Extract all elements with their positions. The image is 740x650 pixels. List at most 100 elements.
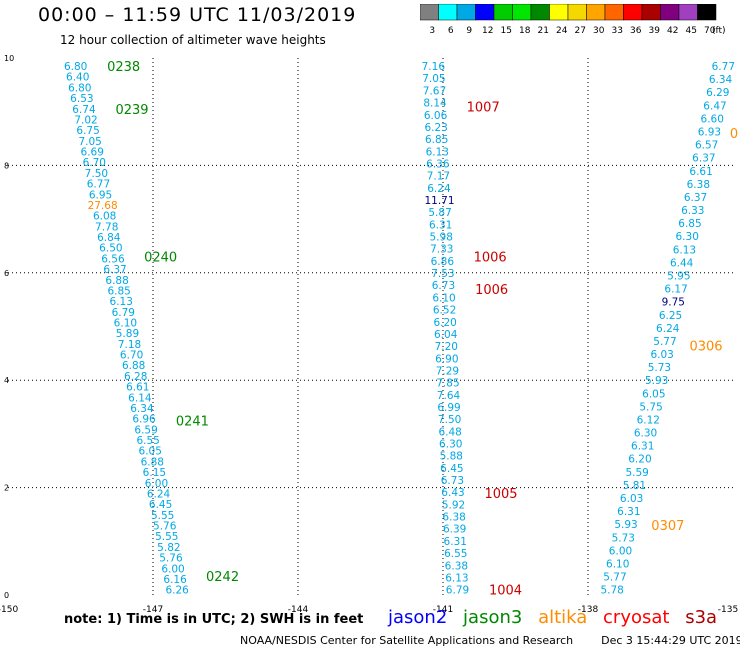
- swh-value-label: 6.31: [444, 536, 467, 548]
- colorbar-label: 45: [686, 26, 697, 36]
- swh-value-label: 6.05: [642, 388, 665, 400]
- colorbar-label: 15: [501, 26, 512, 36]
- time-label: 1006: [474, 251, 507, 266]
- swh-value-label: 5.55: [151, 510, 174, 522]
- colorbar-swatch: [697, 4, 717, 21]
- colorbar-label: 9: [466, 26, 472, 36]
- swh-value-label: 6.38: [442, 512, 465, 524]
- swh-value-label: 6.20: [433, 317, 456, 329]
- swh-value-label: 6.36: [426, 158, 450, 170]
- swh-value-label: 6.70: [83, 157, 106, 169]
- swh-value-label: 6.77: [712, 61, 735, 73]
- swh-value-label: 5.82: [157, 542, 180, 554]
- swh-value-label: 7.29: [436, 365, 459, 377]
- x-tick-label: -150: [0, 605, 18, 615]
- swh-value-label: 5.81: [623, 480, 646, 492]
- swh-value-label: 6.12: [637, 414, 660, 426]
- swh-value-label: 7.50: [85, 168, 108, 180]
- swh-value-label: 7.17: [427, 171, 450, 183]
- swh-value-label: 6.29: [706, 87, 729, 99]
- swh-value-label: 11.71: [424, 195, 454, 207]
- swh-value-label: 7.33: [430, 244, 453, 256]
- swh-value-label: 5.55: [155, 531, 178, 543]
- swh-value-label: 7.20: [435, 341, 458, 353]
- swh-value-label: 6.79: [446, 585, 469, 597]
- swh-value-label: 7.67: [423, 85, 446, 97]
- colorbar-label: 39: [649, 26, 661, 36]
- legend-jason3: jason3: [463, 607, 523, 628]
- swh-value-label: 6.80: [64, 61, 87, 73]
- swh-value-label: 6.99: [437, 402, 460, 414]
- swh-value-label: 6.44: [670, 257, 694, 269]
- swh-value-label: 5.75: [639, 401, 662, 413]
- swh-value-label: 6.23: [424, 122, 447, 134]
- swh-value-label: 6.57: [695, 140, 718, 152]
- y-tick-label: 2: [4, 484, 9, 493]
- swh-value-label: 6.13: [426, 146, 449, 158]
- swh-value-label: 6.61: [126, 382, 149, 394]
- swh-value-label: 6.88: [141, 456, 164, 468]
- time-label: 1004: [489, 584, 522, 599]
- swh-value-label: 6.05: [139, 446, 162, 458]
- swh-value-label: 6.30: [439, 439, 462, 451]
- swh-value-label: 6.31: [631, 441, 654, 453]
- swh-value-label: 6.56: [101, 253, 125, 265]
- swh-value-label: 7.16: [422, 61, 446, 73]
- swh-value-label: 6.15: [143, 467, 166, 479]
- time-label: 1007: [467, 100, 500, 115]
- swh-value-label: 6.31: [429, 219, 452, 231]
- swh-value-label: 6.77: [87, 179, 110, 191]
- colorbar-label: 18: [519, 26, 531, 36]
- swh-value-label: 5.95: [667, 270, 690, 282]
- swh-value-label: 5.93: [645, 375, 668, 387]
- page-subtitle: 12 hour collection of altimeter wave hei…: [60, 33, 326, 47]
- swh-value-label: 6.13: [110, 296, 133, 308]
- swh-value-label: 6.03: [650, 349, 673, 361]
- x-tick-label: -135: [718, 605, 738, 615]
- swh-value-label: 5.78: [600, 585, 623, 597]
- y-tick-label: 10: [4, 54, 14, 63]
- swh-value-label: 6.74: [72, 104, 96, 116]
- time-label: 0307: [651, 519, 684, 534]
- footer-agency: NOAA/NESDIS Center for Satellite Applica…: [240, 634, 574, 647]
- colorbar-label: 6: [448, 26, 454, 36]
- time-label: 0: [730, 127, 738, 142]
- swh-value-label: 6.30: [634, 428, 657, 440]
- swh-value-label: 6.45: [149, 499, 172, 511]
- swh-value-label: 6.84: [97, 232, 121, 244]
- swh-value-label: 5.59: [625, 467, 648, 479]
- swh-value-label: 6.37: [684, 192, 707, 204]
- time-label: 0242: [206, 570, 239, 585]
- colorbar-label: 27: [575, 26, 586, 36]
- swh-value-label: 6.34: [709, 74, 733, 86]
- swh-value-label: 6.96: [132, 414, 156, 426]
- y-tick-label: 8: [4, 161, 9, 170]
- y-tick-label: 6: [4, 269, 9, 278]
- swh-value-label: 6.40: [66, 72, 89, 84]
- swh-value-label: 6.69: [81, 147, 104, 159]
- swh-value-label: 5.87: [428, 207, 451, 219]
- swh-value-label: 6.06: [424, 110, 448, 122]
- swh-value-label: 6.20: [628, 454, 651, 466]
- swh-value-label: 6.85: [107, 285, 130, 297]
- swh-value-label: 6.48: [438, 426, 461, 438]
- x-tick-label: -141: [433, 605, 453, 615]
- swh-value-label: 6.55: [136, 435, 159, 447]
- colorbar-legend: 3 6 9 12 15 18 21 24 27 30 33 36 39 42 45 70(ft): [420, 4, 726, 36]
- swh-value-label: 6.14: [128, 392, 152, 404]
- time-label: 0238: [107, 60, 140, 75]
- swh-value-label: 6.53: [70, 93, 93, 105]
- x-tick-label: -144: [288, 605, 309, 615]
- swh-value-label: 6.79: [112, 307, 135, 319]
- swh-value-label: 5.73: [648, 362, 671, 374]
- swh-value-label: 6.86: [431, 256, 455, 268]
- swh-value-label: 6.25: [659, 310, 682, 322]
- swh-value-label: 6.70: [120, 350, 143, 362]
- swh-value-label: 6.31: [617, 506, 640, 518]
- swh-value-label: 6.34: [130, 403, 154, 415]
- swh-value-label: 6.28: [124, 371, 147, 383]
- colorbar-label: 12: [482, 26, 493, 36]
- swh-value-label: 6.26: [165, 585, 189, 597]
- time-label: 0240: [144, 251, 177, 266]
- swh-value-label: 9.75: [662, 297, 685, 309]
